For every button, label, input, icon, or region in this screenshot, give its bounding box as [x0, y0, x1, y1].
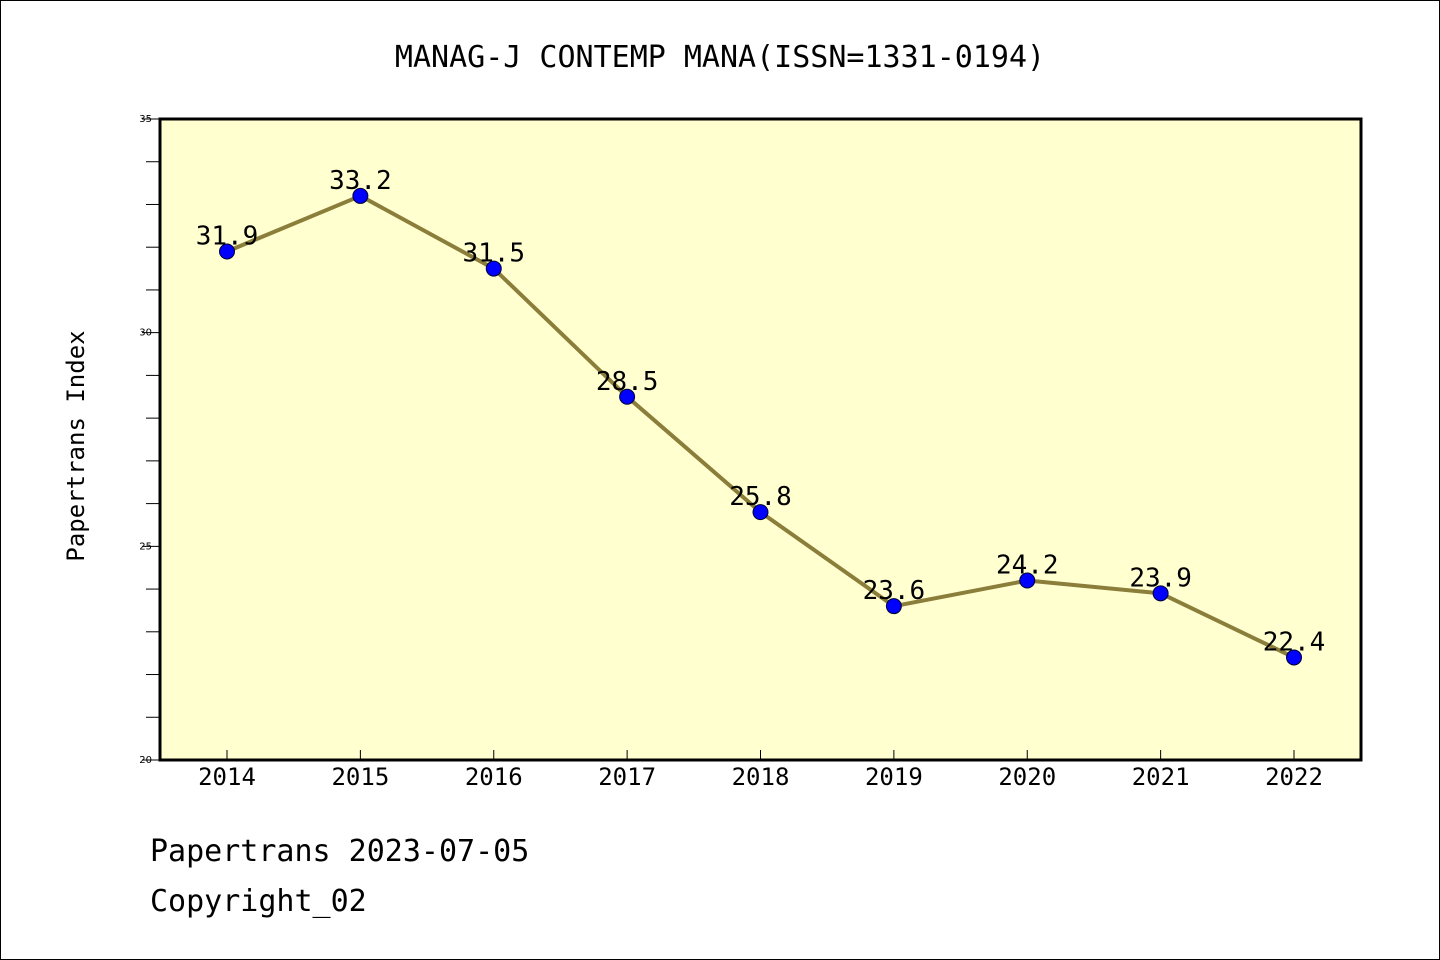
y-axis-ticks: 20 25 30 35 [139, 114, 160, 766]
y-tick-label: 20 [139, 755, 152, 766]
data-label: 24.2 [996, 551, 1059, 581]
data-label: 28.5 [596, 367, 659, 397]
data-point [352, 187, 369, 204]
y-tick-label: 30 [139, 328, 152, 339]
x-tick-label: 2020 [998, 763, 1056, 791]
chart-title: MANAG-J CONTEMP MANA(ISSN=1331-0194) [395, 40, 1045, 75]
data-label: 25.8 [729, 482, 792, 512]
x-tick-label: 2014 [198, 763, 256, 791]
data-label: 31.9 [196, 221, 259, 251]
x-tick-label: 2016 [465, 763, 523, 791]
data-point [619, 388, 636, 405]
data-label: 33.2 [329, 166, 392, 196]
x-tick-label: 2017 [598, 763, 656, 791]
data-label: 23.9 [1129, 563, 1192, 593]
y-axis-label: Papertrans Index [62, 330, 90, 561]
data-point [1152, 585, 1169, 602]
x-tick-label: 2015 [331, 763, 389, 791]
x-tick-label: 2022 [1265, 763, 1323, 791]
data-label: 23.6 [863, 576, 926, 606]
series-layer: 31.9 33.2 31.5 28.5 25.8 23.6 24.2 23.9 22.4 [196, 166, 1326, 666]
data-label: 22.4 [1263, 627, 1326, 657]
x-tick-label: 2021 [1132, 763, 1190, 791]
y-tick-label: 35 [139, 114, 152, 125]
x-tick-label: 2019 [865, 763, 923, 791]
x-axis-ticks: 2014 2015 2016 2017 2018 2019 2020 2021 2022 [198, 750, 1323, 791]
data-point [485, 260, 502, 277]
data-point [885, 598, 902, 615]
data-point [219, 243, 235, 260]
data-label: 31.5 [462, 239, 525, 269]
data-point [752, 504, 769, 521]
x-tick-label: 2018 [732, 763, 790, 791]
plot-area [158, 117, 1363, 762]
data-point [1286, 649, 1302, 666]
data-point [1019, 572, 1036, 589]
y-tick-label: 25 [139, 541, 152, 552]
footer-copyright: Copyright_02 [150, 884, 367, 919]
footer-date: Papertrans 2023-07-05 [150, 834, 530, 869]
